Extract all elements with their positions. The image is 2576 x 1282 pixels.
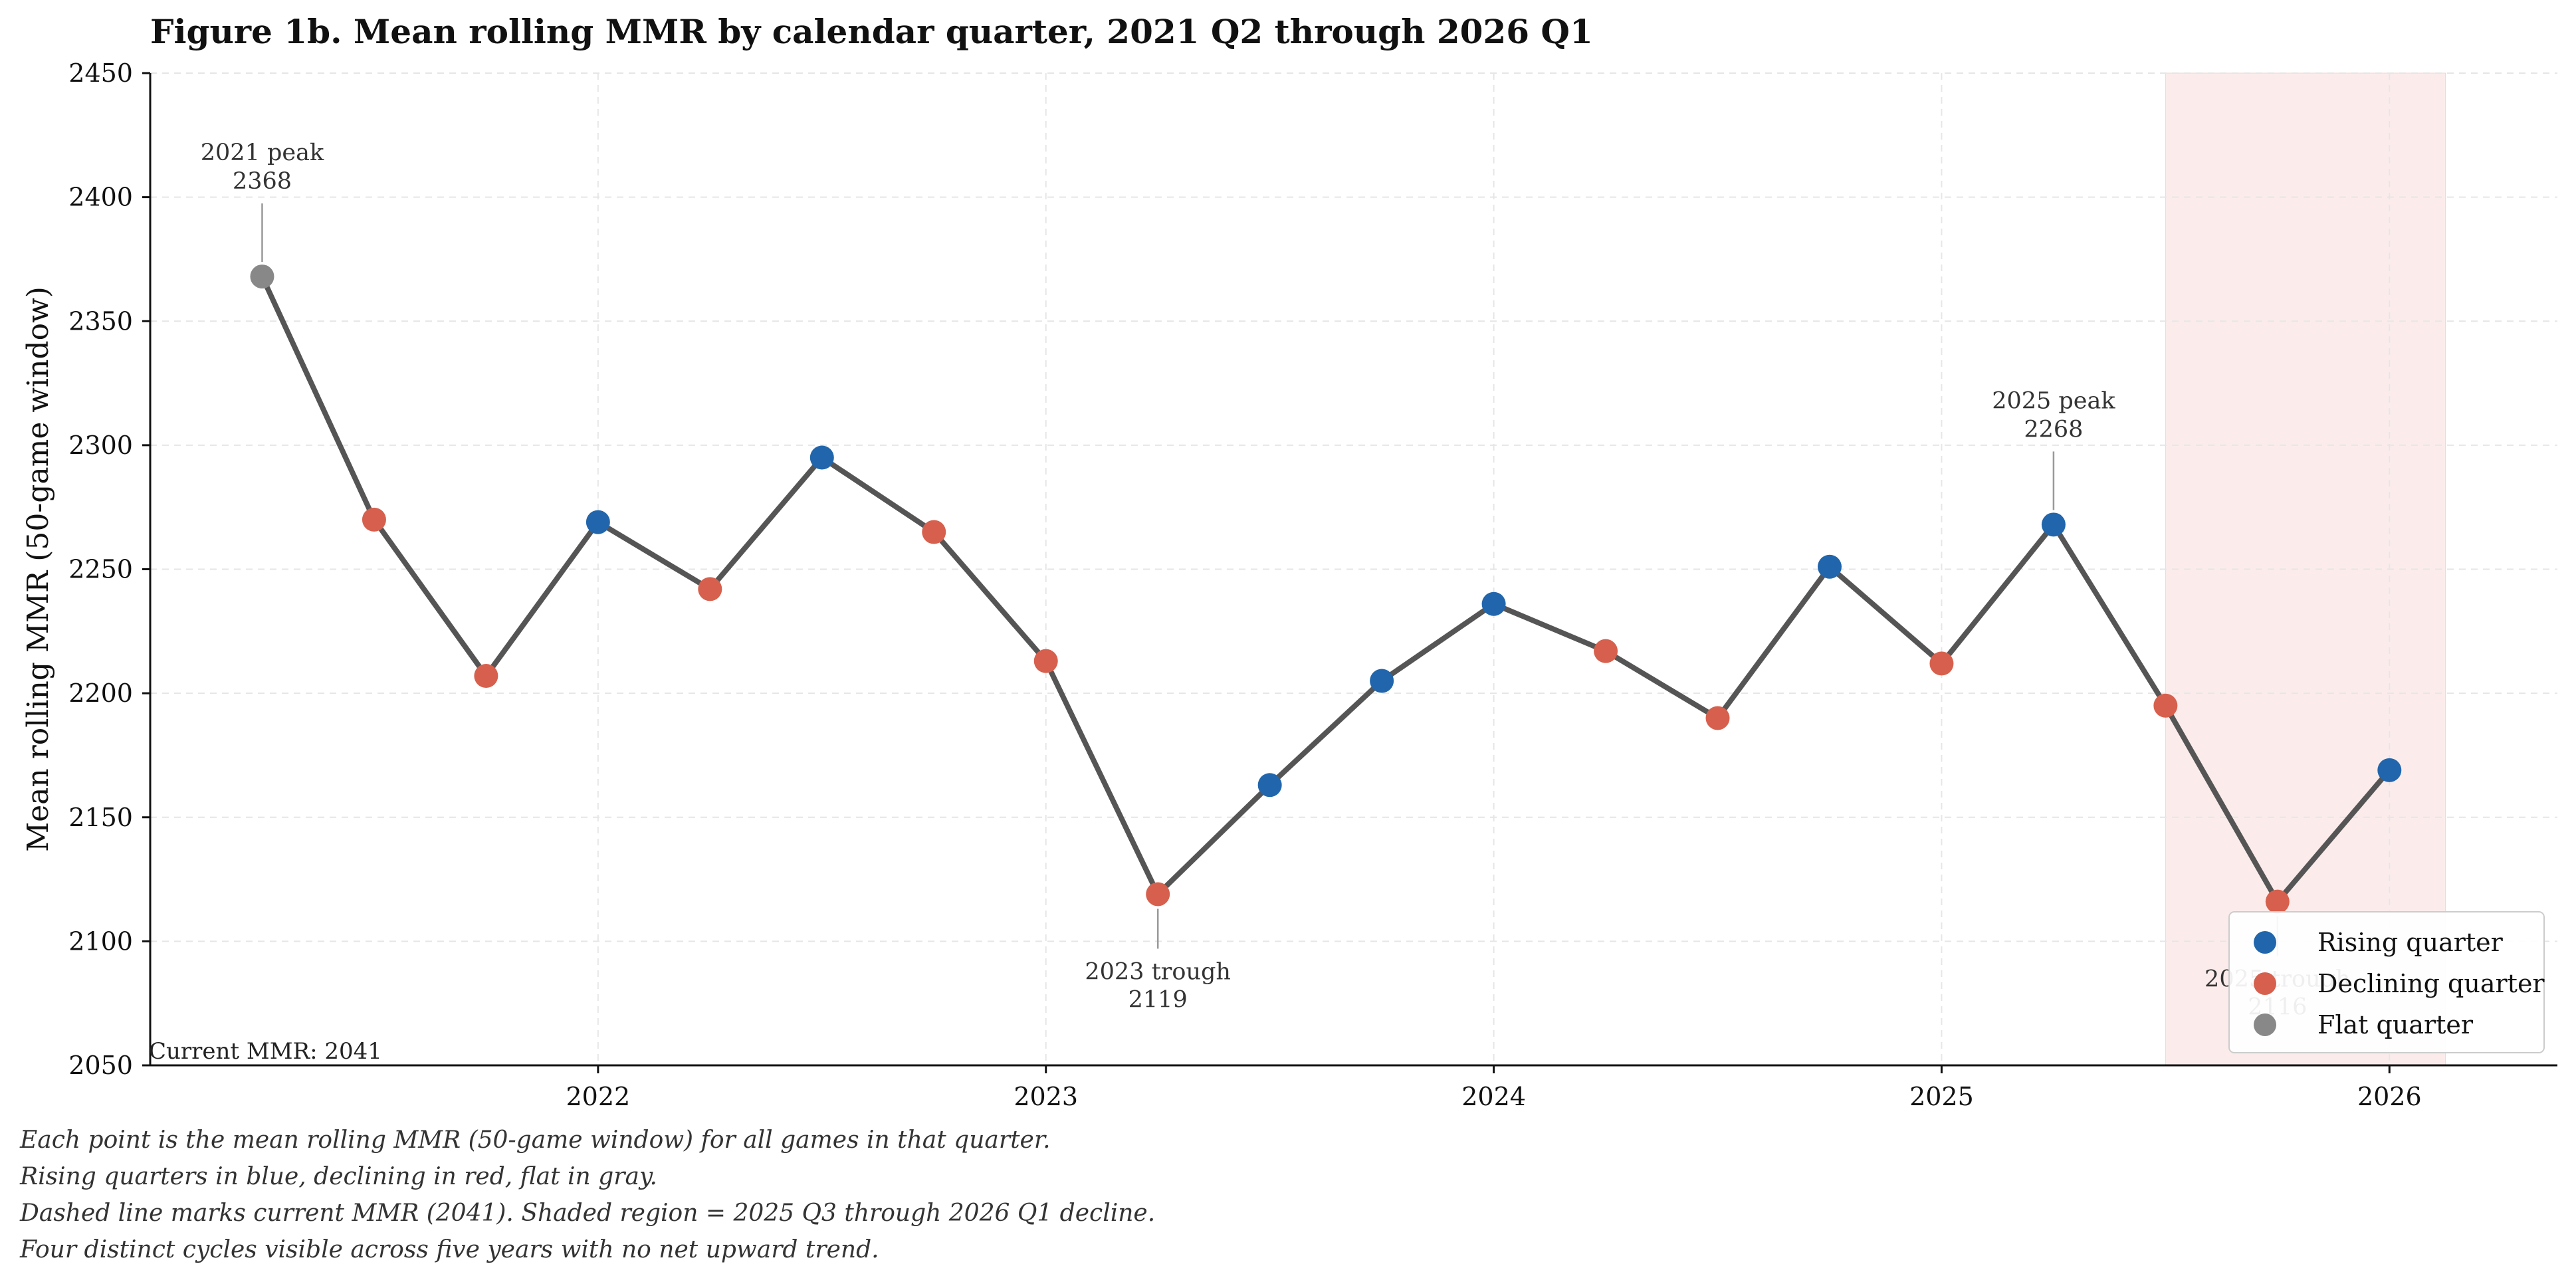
data-point-flat [250,265,274,289]
data-point-rising [2041,512,2066,537]
legend-label: Flat quarter [2317,1010,2474,1039]
data-point-declining [1929,651,1954,676]
data-point-declining [922,520,946,544]
annotation-value: 2119 [1128,986,1188,1013]
data-point-rising [1370,669,1394,693]
data-point-rising [586,510,610,534]
caption-line: Each point is the mean rolling MMR (50-g… [20,1126,1051,1154]
legend-marker-rising [2254,931,2276,954]
x-tick-label: 2023 [1014,1082,1078,1111]
caption-line: Dashed line marks current MMR (2041). Sh… [20,1200,1156,1227]
x-tick-label: 2025 [1909,1082,1974,1111]
legend-marker-declining [2254,972,2276,995]
annotation-value: 2368 [233,168,292,195]
data-point-rising [1481,591,1506,616]
y-tick-label: 2450 [68,58,133,88]
y-tick-label: 2400 [68,183,133,212]
y-tick-label: 2150 [68,803,133,832]
caption-line: Four distinct cycles visible across five… [20,1236,879,1263]
x-tick-label: 2022 [566,1082,631,1111]
line-chart: 2050 2100 2150 2200 2250 2300 2350 2400 2450 2022… [21,58,2557,1111]
annotation-label: 2025 peak [1992,387,2115,414]
data-point-declining [2153,693,2178,718]
data-point-declining [2265,889,2290,914]
y-axis-label: Mean rolling MMR (50-game window) [21,286,55,852]
data-point-rising [2377,758,2402,782]
y-tick-label: 2250 [68,555,133,584]
annotation-label: 2023 trough [1085,958,1231,985]
figure-caption: Each point is the mean rolling MMR (50-g… [20,1122,1155,1268]
y-tick-label: 2200 [68,679,133,708]
data-point-declining [1594,639,1618,663]
y-tick-label: 2050 [68,1051,133,1080]
data-point-declining [1146,882,1170,907]
annotation-value: 2268 [2024,416,2083,443]
data-point-rising [1817,554,1842,579]
current-mmr-label: Current MMR: 2041 [149,1038,382,1065]
series-line [259,275,2392,905]
data-point-declining [698,577,722,601]
chart-title: Figure 1b. Mean rolling MMR by calendar … [150,12,1593,51]
x-tick-label: 2024 [1461,1082,1526,1111]
legend-label: Declining quarter [2317,969,2545,998]
data-point-declining [1033,649,1058,673]
x-tick-label: 2026 [2357,1082,2422,1111]
data-point-rising [1257,773,1282,798]
data-point-rising [809,445,834,470]
y-tick-label: 2300 [68,431,133,460]
annotation-label: 2021 peak [201,140,324,166]
data-point-declining [474,663,498,688]
caption-line: Rising quarters in blue, declining in re… [20,1163,657,1190]
legend-box [2228,911,2545,1053]
data-point-declining [362,507,386,532]
legend-marker-flat [2254,1014,2276,1036]
data-point-declining [1705,706,1730,730]
y-tick-label: 2350 [68,306,133,336]
legend-label: Rising quarter [2317,928,2504,957]
y-tick-label: 2100 [68,926,133,956]
